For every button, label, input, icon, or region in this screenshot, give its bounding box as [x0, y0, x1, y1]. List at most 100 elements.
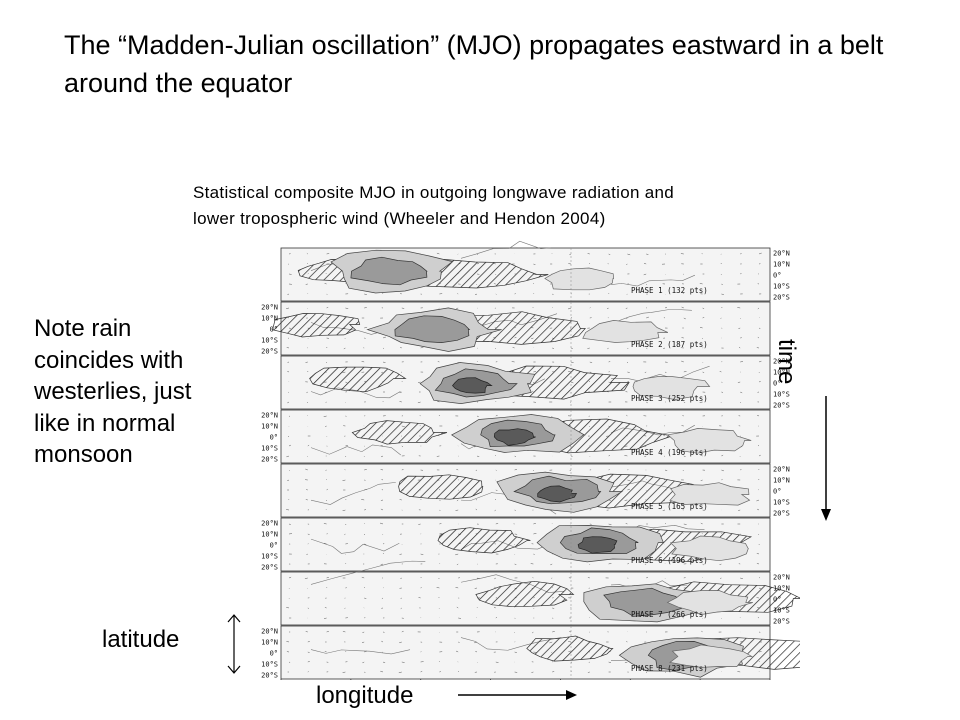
wind-vector [683, 523, 687, 525]
wind-vector [644, 371, 647, 373]
wind-vector [514, 651, 517, 653]
wind-vector [758, 533, 760, 535]
wind-vector [626, 317, 628, 320]
olr-anomaly-dark [493, 428, 536, 446]
note-line: coincides with [34, 346, 184, 374]
wind-vector [380, 499, 384, 501]
wind-vector [380, 508, 384, 511]
wind-vector [627, 563, 630, 565]
lat-tick-label: 10°N [261, 531, 278, 539]
wind-vector [342, 509, 346, 512]
note-line: westerlies, just [34, 378, 192, 405]
latitude-label: latitude [102, 626, 180, 653]
wind-vector [608, 455, 611, 457]
wind-vector [757, 444, 760, 447]
lat-tick-label: 20°S [773, 510, 790, 518]
wind-vector [700, 455, 703, 457]
wind-vector [646, 347, 648, 350]
wind-vector [756, 563, 760, 565]
wind-vector [288, 469, 290, 471]
wind-vector [683, 401, 686, 403]
wind-vector [344, 533, 346, 536]
lat-tick-label: 20°S [773, 402, 790, 410]
wind-vector [381, 640, 384, 643]
wind-vector [286, 606, 290, 609]
olr-anomaly-suppressed [669, 644, 754, 668]
wind-vector [738, 327, 741, 329]
longitude-arrow-icon [458, 690, 577, 700]
wind-vector [644, 455, 647, 457]
wind-vector [345, 651, 347, 653]
wind-vector [323, 523, 327, 525]
olr-anomaly-mid [603, 587, 684, 617]
lat-tick-label: 20°N [261, 304, 278, 312]
wind-vector [288, 444, 292, 447]
wind-vector [364, 671, 366, 673]
westerly-hatch [351, 420, 448, 445]
wind-vector [512, 347, 515, 349]
wind-vector [326, 306, 329, 309]
lat-tick-label: 10°S [773, 607, 790, 615]
wind-vector [456, 499, 459, 502]
wind-vector [758, 489, 760, 491]
wind-vector [382, 661, 386, 663]
wind-vector [533, 607, 535, 609]
wind-vector [439, 509, 441, 511]
wind-vector [514, 563, 517, 565]
lat-tick-label: 10°S [261, 553, 278, 561]
wind-vector [627, 347, 629, 350]
lat-tick-label: 20°N [773, 358, 790, 366]
wind-vector [531, 671, 534, 673]
wind-vector [533, 293, 535, 295]
wind-vector [664, 523, 667, 525]
wind-vector [437, 361, 440, 363]
wind-vector [307, 444, 310, 447]
wind-vector [663, 347, 666, 349]
wind-vector [719, 563, 722, 565]
wind-vector [700, 479, 703, 481]
mjo-composite-figure: PHASE 1 (132 pts)20°N10°N0°10°S20°SPHASE… [261, 240, 800, 680]
wind-vector [324, 651, 327, 653]
wind-vector [364, 617, 366, 619]
wind-vector [514, 469, 518, 471]
wind-vector [456, 563, 459, 566]
wind-vector [418, 523, 421, 525]
wind-vector [493, 606, 496, 609]
wind-vector [495, 489, 498, 491]
wind-vector [683, 455, 686, 457]
wind-vector [307, 641, 310, 643]
wind-vector [495, 469, 497, 471]
wind-vector [364, 469, 367, 471]
wind-vector [721, 283, 723, 285]
wind-vector [699, 283, 703, 285]
wind-vector [306, 489, 308, 491]
wind-vector [401, 661, 405, 663]
wind-vector [682, 273, 684, 275]
lat-tick-label: 0° [270, 326, 278, 334]
lat-tick-label: 20°S [261, 672, 278, 680]
wind-vector [683, 370, 687, 373]
wind-vector [474, 293, 478, 296]
wind-vector [364, 293, 367, 295]
wind-vector [721, 469, 724, 472]
wind-vector [401, 381, 403, 383]
note-line: like in normal [34, 409, 176, 437]
wind-vector [494, 577, 496, 580]
wind-vector [587, 671, 590, 673]
wind-vector [342, 631, 346, 633]
wind-vector [400, 293, 402, 295]
olr-anomaly-mid [350, 256, 428, 286]
wind-vector [286, 641, 290, 643]
wind-vector [399, 641, 402, 644]
wind-vector [436, 252, 440, 255]
wind-vector [380, 445, 384, 447]
wind-vector [345, 523, 347, 526]
wind-vector [532, 577, 534, 579]
wind-vector [662, 509, 666, 511]
wind-vector [608, 253, 611, 255]
wind-vector [418, 596, 421, 599]
wind-vector [682, 293, 684, 295]
wind-vector [589, 371, 592, 373]
wind-vector [455, 509, 459, 511]
wind-vector [286, 307, 290, 309]
